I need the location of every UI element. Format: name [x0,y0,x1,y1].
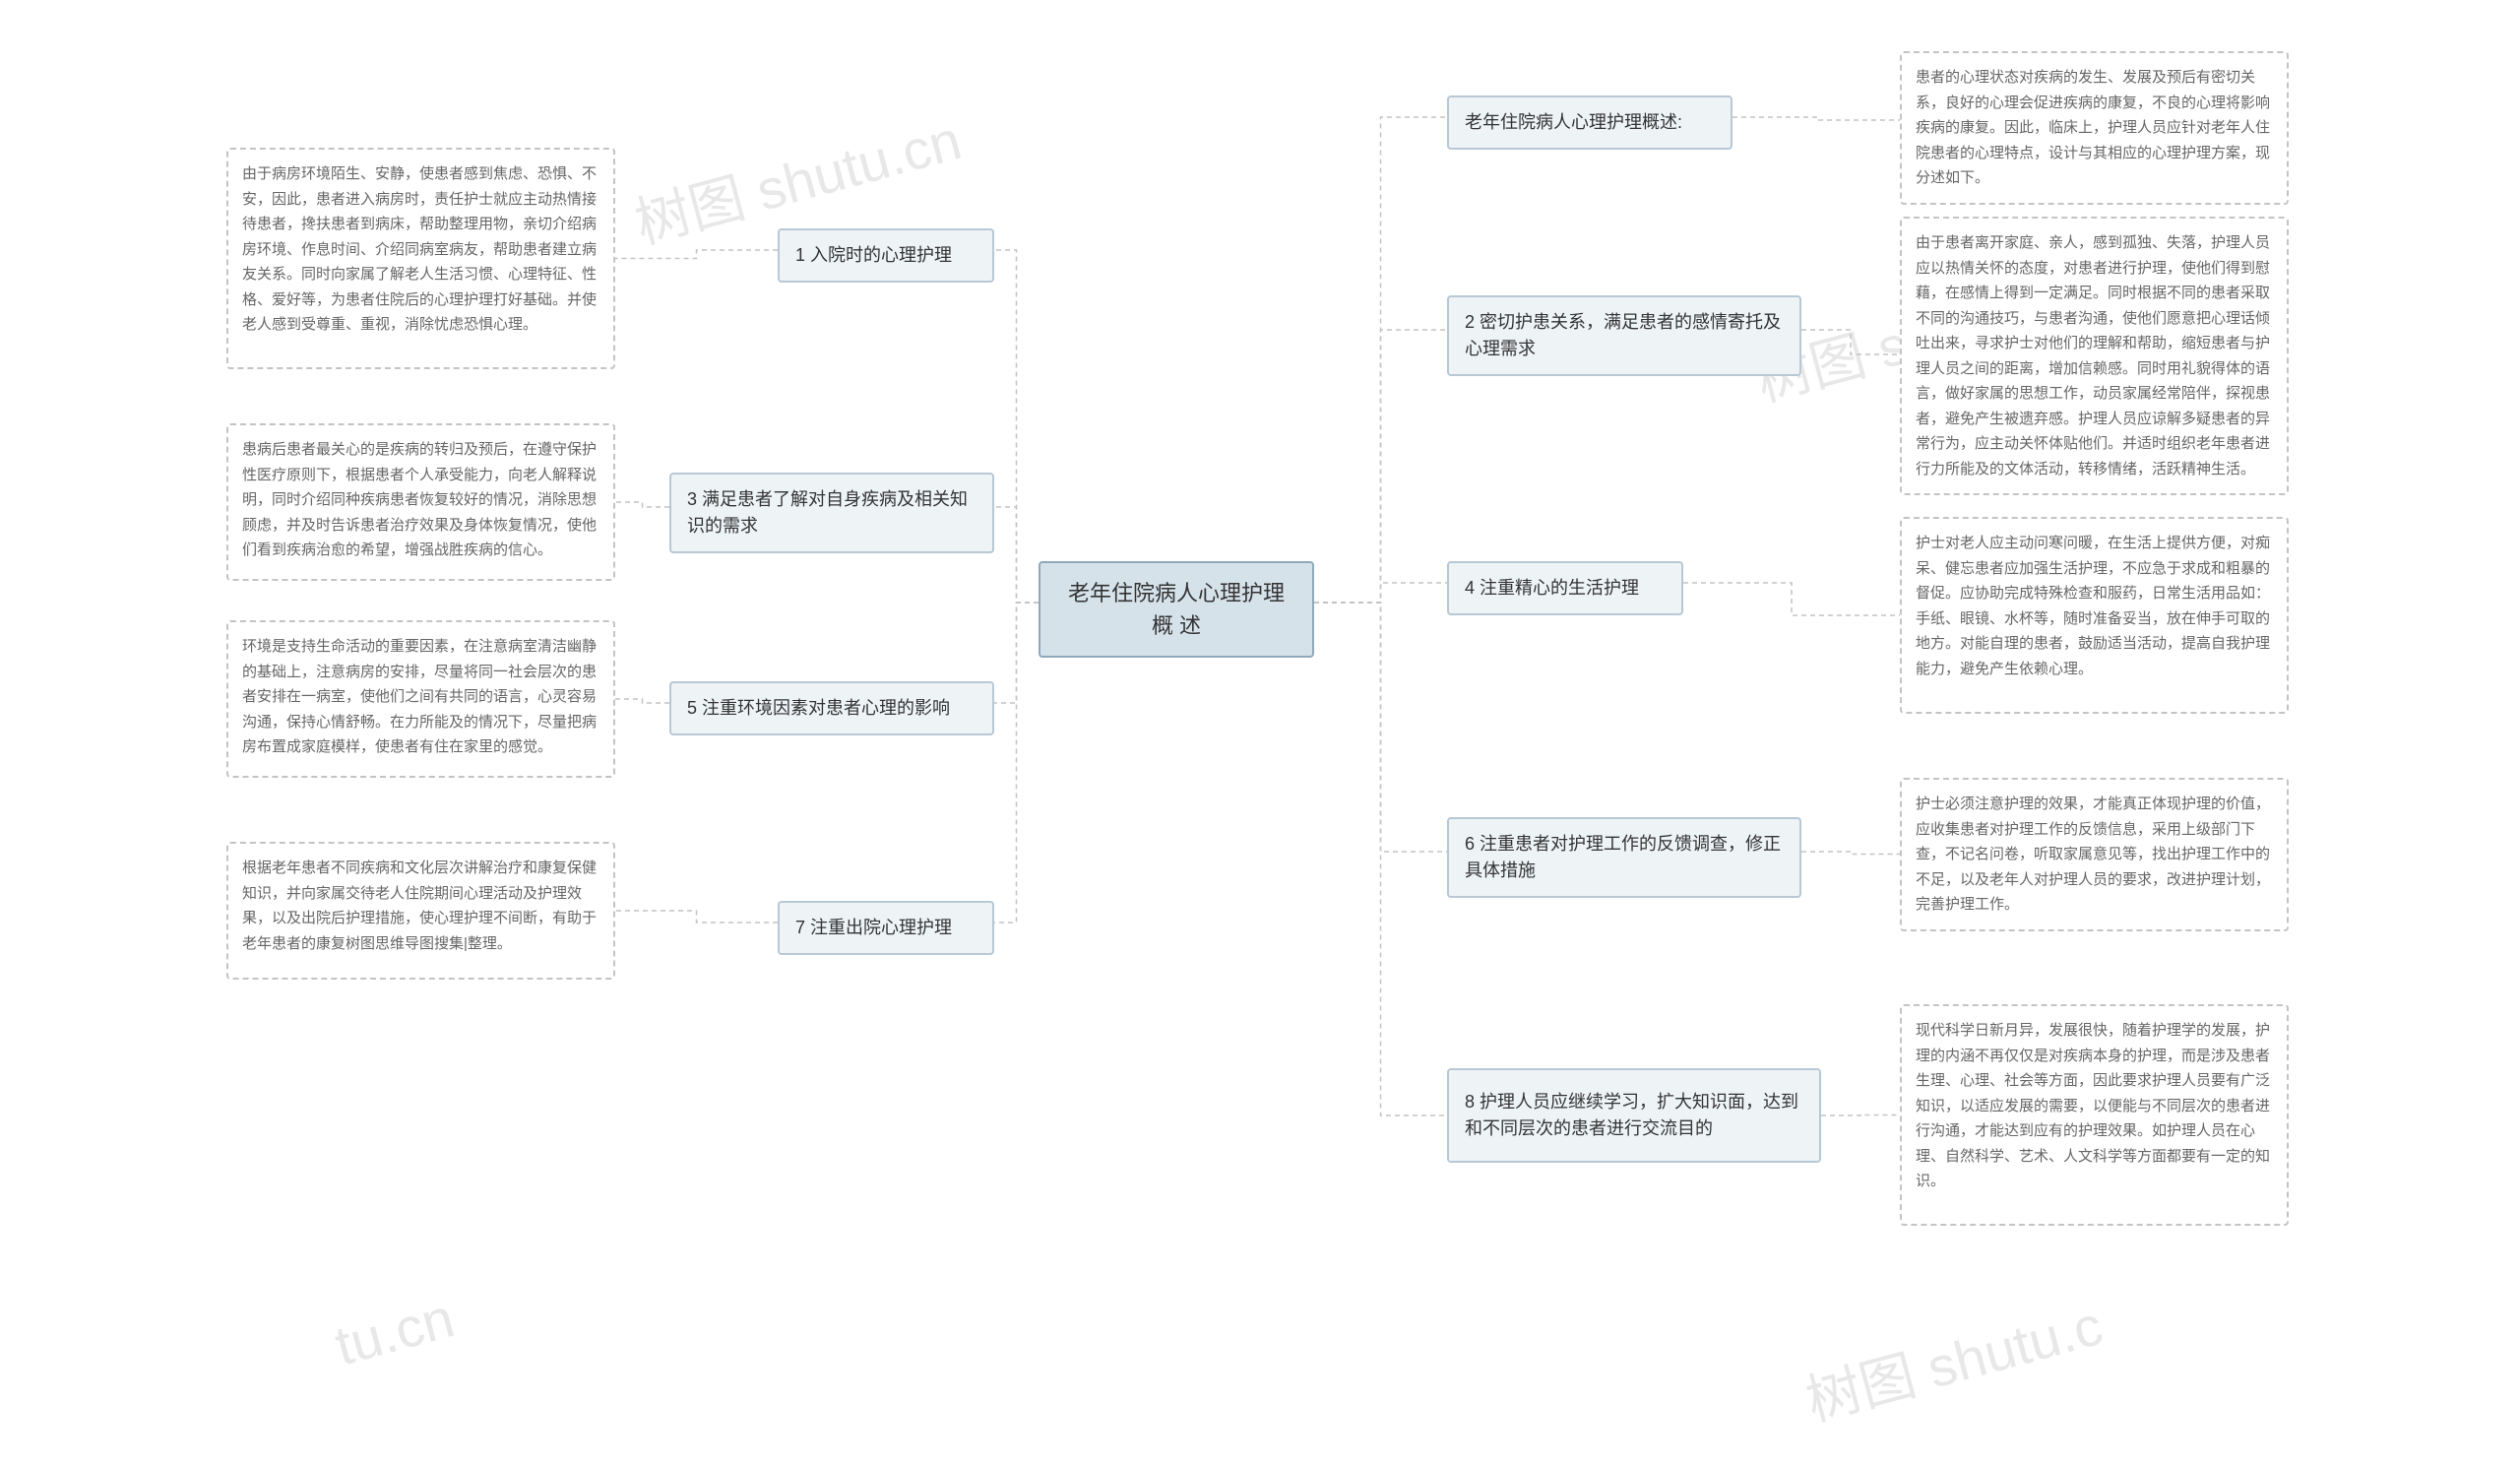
leaf-node-left-1: 患病后患者最关心的是疾病的转归及预后，在遵守保护性医疗原则下，根据患者个人承受能… [226,423,615,581]
leaf-node-right-4: 现代科学日新月异，发展很快，随着护理学的发展，护理的内涵不再仅仅是对疾病本身的护… [1900,1004,2289,1226]
leaf-node-left-2: 环境是支持生命活动的重要因素，在注意病室清洁幽静的基础上，注意病房的安排，尽量将… [226,620,615,778]
leaf-node-right-3: 护士必须注意护理的效果，才能真正体现护理的价值，应收集患者对护理工作的反馈信息，… [1900,778,2289,931]
branch-node-left-3: 7 注重出院心理护理 [778,901,994,955]
center-node: 老年住院病人心理护理概 述 [1039,561,1314,658]
watermark: 树图 shutu.c [1796,1282,2110,1437]
leaf-node-right-0: 患者的心理状态对疾病的发生、发展及预后有密切关系，良好的心理会促进疾病的康复，不… [1900,51,2289,205]
branch-node-left-1: 3 满足患者了解对自身疾病及相关知识的需求 [669,473,994,553]
branch-node-left-0: 1 入院时的心理护理 [778,228,994,283]
branch-node-left-2: 5 注重环境因素对患者心理的影响 [669,681,994,735]
leaf-node-left-3: 根据老年患者不同疾病和文化层次讲解治疗和康复保健知识，并向家属交待老人住院期间心… [226,842,615,980]
leaf-node-right-1: 由于患者离开家庭、亲人，感到孤独、失落，护理人员应以热情关怀的态度，对患者进行护… [1900,217,2289,495]
branch-node-right-4: 8 护理人员应继续学习，扩大知识面，达到和不同层次的患者进行交流目的 [1447,1068,1821,1163]
watermark: tu.cn [329,1285,461,1377]
branch-node-right-1: 2 密切护患关系，满足患者的感情寄托及心理需求 [1447,295,1801,376]
branch-node-right-2: 4 注重精心的生活护理 [1447,561,1683,615]
branch-node-right-3: 6 注重患者对护理工作的反馈调查，修正具体措施 [1447,817,1801,898]
branch-node-right-0: 老年住院病人心理护理概述: [1447,95,1732,150]
leaf-node-left-0: 由于病房环境陌生、安静，使患者感到焦虑、恐惧、不安，因此，患者进入病房时，责任护… [226,148,615,369]
leaf-node-right-2: 护士对老人应主动问寒问暖，在生活上提供方便，对痴呆、健忘患者应加强生活护理，不应… [1900,517,2289,714]
